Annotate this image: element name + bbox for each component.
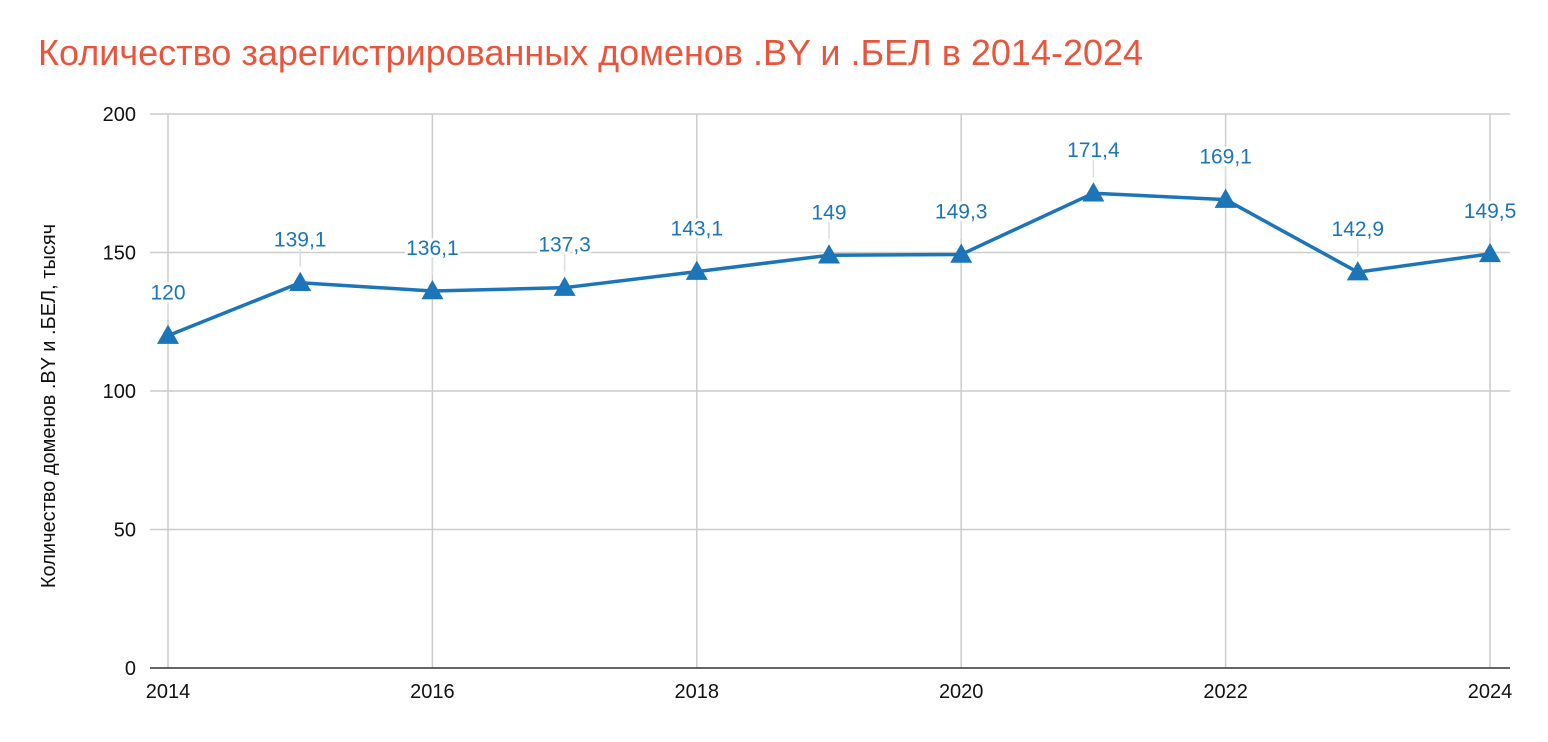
data-label: 142,9 xyxy=(1332,218,1385,241)
data-label-halo: 149,5 xyxy=(1464,200,1517,223)
x-tick-label: 2020 xyxy=(939,681,984,703)
data-label: 149,5 xyxy=(1464,200,1517,223)
y-tick-label: 50 xyxy=(114,520,136,542)
data-label-halo: 171,4 xyxy=(1067,139,1120,162)
data-label-halo: 149 xyxy=(811,201,846,224)
x-tick-label: 2022 xyxy=(1203,681,1248,703)
data-label: 120 xyxy=(150,282,185,305)
data-point-marker xyxy=(1214,188,1237,208)
data-label: 139,1 xyxy=(274,229,327,252)
x-tick-label: 2016 xyxy=(410,681,455,703)
data-label: 137,3 xyxy=(538,234,591,257)
data-label-halo: 143,1 xyxy=(671,218,724,241)
series-layer xyxy=(157,182,1501,344)
y-tick-label: 100 xyxy=(103,381,136,403)
data-label: 171,4 xyxy=(1067,139,1120,162)
data-label: 169,1 xyxy=(1199,146,1252,169)
axis-layer: 0 50 100 150 200 2014 2016 2018 2020 2022 2024 xyxy=(103,104,1513,703)
grid-layer xyxy=(150,113,1510,668)
data-label-halo: 142,9 xyxy=(1332,218,1385,241)
data-point-marker xyxy=(818,244,840,264)
y-tick-label: 200 xyxy=(103,104,136,126)
data-label-halo: 120 xyxy=(150,282,185,305)
y-tick-label: 150 xyxy=(103,243,136,265)
data-point-marker xyxy=(289,271,312,291)
data-point-marker xyxy=(553,276,576,296)
data-point-marker xyxy=(1479,242,1501,263)
data-label: 149,3 xyxy=(935,200,988,223)
data-point-marker xyxy=(157,324,179,344)
data-label: 136,1 xyxy=(406,237,459,260)
x-tick-label: 2018 xyxy=(675,681,720,703)
data-label-halo: 139,1 xyxy=(274,229,327,252)
data-label-halo: 137,3 xyxy=(538,234,591,257)
data-label-halo: 169,1 xyxy=(1199,146,1252,169)
x-tick-label: 2014 xyxy=(146,681,191,703)
data-label: 143,1 xyxy=(671,218,724,241)
data-point-marker xyxy=(1082,182,1105,202)
data-label-halo: 149,3 xyxy=(935,200,988,223)
data-point-marker xyxy=(421,280,444,300)
y-tick-label: 0 xyxy=(125,658,136,680)
data-point-marker xyxy=(950,243,973,263)
data-point-marker xyxy=(1346,261,1369,281)
y-axis-title: Количество доменов .BY и .БЕЛ, тысяч xyxy=(38,224,60,588)
chart-title: Количество зарегистрированных доменов .B… xyxy=(38,32,1144,73)
data-label-halo: 136,1 xyxy=(406,237,459,260)
x-tick-label: 2024 xyxy=(1468,681,1513,703)
data-label: 149 xyxy=(811,201,846,224)
data-point-marker xyxy=(685,260,708,280)
